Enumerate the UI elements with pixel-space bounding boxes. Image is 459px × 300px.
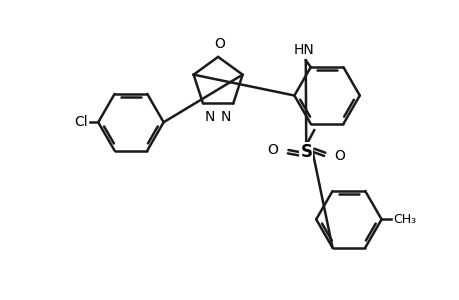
Text: Cl: Cl xyxy=(74,115,88,129)
Text: O: O xyxy=(214,37,225,51)
Text: N: N xyxy=(205,110,215,124)
Text: O: O xyxy=(333,149,344,163)
Text: O: O xyxy=(267,143,278,157)
Text: N: N xyxy=(220,110,231,124)
Text: S: S xyxy=(300,143,312,161)
Text: CH₃: CH₃ xyxy=(392,213,416,226)
Text: HN: HN xyxy=(293,43,313,57)
